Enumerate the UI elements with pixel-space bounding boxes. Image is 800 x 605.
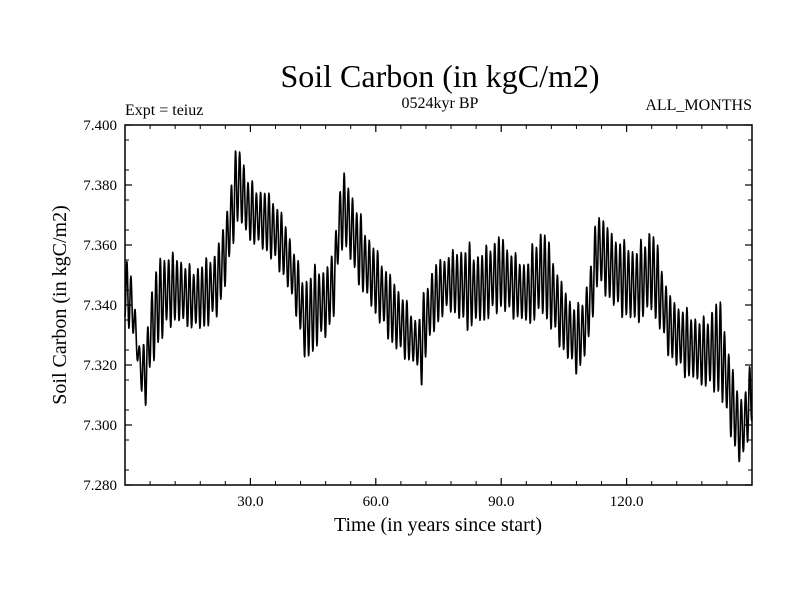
y-tick-label: 7.320 — [83, 358, 117, 374]
series-line-soil-carbon — [124, 150, 753, 463]
y-tick-label: 7.280 — [83, 478, 117, 494]
plot-area — [124, 150, 753, 463]
y-tick-label: 7.380 — [83, 178, 117, 194]
chart-subtitle: 0524kyr BP — [402, 95, 479, 112]
plot-frame — [124, 124, 753, 486]
x-tick-label: 120.0 — [610, 494, 644, 510]
y-tick-label: 7.300 — [83, 418, 117, 434]
experiment-label: Expt = teiuz — [125, 102, 203, 119]
x-tick-label: 90.0 — [488, 494, 514, 510]
y-tick-label: 7.360 — [83, 238, 117, 254]
y-axis-label: Soil Carbon (in kgC/m2) — [49, 205, 71, 404]
y-tick-label: 7.400 — [83, 118, 117, 134]
x-tick-label: 30.0 — [237, 494, 263, 510]
y-tick-label: 7.340 — [83, 298, 117, 314]
x-axis-label: Time (in years since start) — [334, 514, 542, 536]
chart-title: Soil Carbon (in kgC/m2) — [280, 58, 599, 94]
x-tick-label: 60.0 — [363, 494, 389, 510]
months-label: ALL_MONTHS — [645, 97, 752, 114]
